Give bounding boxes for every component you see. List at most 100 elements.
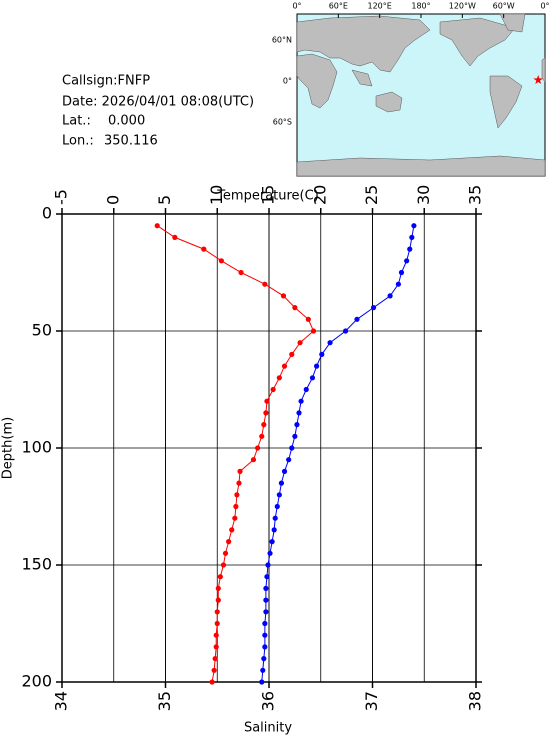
profile-line xyxy=(261,225,415,683)
map-lon-label: 0° xyxy=(540,2,549,11)
profile-point xyxy=(270,386,276,393)
y-tick-label: 150 xyxy=(21,555,52,574)
profile-point xyxy=(264,398,270,404)
map-lat-label: 60°N xyxy=(272,36,292,45)
profile-point xyxy=(232,515,238,521)
x2-tick-label: 30 xyxy=(414,185,433,205)
profile-point xyxy=(274,503,280,510)
profile-point xyxy=(263,585,269,592)
profile-point xyxy=(303,386,309,393)
x2-tick-label: 35 xyxy=(466,185,485,205)
x-tick-label: 35 xyxy=(155,691,174,711)
x2-tick-label: 0 xyxy=(103,195,122,205)
y-tick-label: 50 xyxy=(32,321,52,340)
profile-point xyxy=(310,328,317,334)
map-lat-label: 60°S xyxy=(273,118,292,127)
profile-point xyxy=(271,527,277,533)
profile-point xyxy=(259,433,265,439)
profile-point xyxy=(297,340,303,346)
map-lat-label: 0° xyxy=(283,77,292,86)
x2-tick-label: -5 xyxy=(52,189,71,205)
date: Date: 2026/04/01 08:08(UTC) xyxy=(62,95,254,110)
profile-point xyxy=(407,246,413,252)
x2-tick-label: 10 xyxy=(207,185,226,205)
profile-point xyxy=(354,316,360,322)
profile-point xyxy=(229,527,235,533)
map-lon-label: 120°W xyxy=(449,2,476,11)
profile-point xyxy=(259,679,265,685)
map-lon-label: 180° xyxy=(411,2,430,11)
profile-point xyxy=(218,258,224,264)
profile-point xyxy=(220,562,227,568)
profile-point xyxy=(398,269,405,276)
profile-point xyxy=(319,351,325,357)
map-lon-label: 60°E xyxy=(329,2,348,11)
profile-point xyxy=(201,246,207,252)
profile-point xyxy=(262,281,268,287)
profile-point xyxy=(215,585,221,592)
profile-point xyxy=(286,457,292,463)
y-axis-title: Depth(m) xyxy=(1,417,16,479)
profile-point xyxy=(305,316,311,322)
profile-point xyxy=(263,597,269,603)
profile-point xyxy=(238,269,244,276)
lon-value: 350.116 xyxy=(104,134,158,149)
profile-point xyxy=(237,468,243,474)
x2-tick-label: 5 xyxy=(155,195,174,205)
profile-point xyxy=(309,375,316,381)
profile-point xyxy=(263,609,269,615)
profile-point xyxy=(234,492,240,498)
profile-point xyxy=(236,480,242,486)
profile-point xyxy=(404,258,410,264)
profile-point xyxy=(261,656,267,662)
x-axis-title: Salinity xyxy=(244,721,292,736)
profile-point xyxy=(314,363,320,369)
profile-point xyxy=(289,351,295,357)
profile-point xyxy=(222,550,229,556)
profile-point xyxy=(154,223,160,229)
profile-point xyxy=(267,550,273,556)
x2-tick-label: 20 xyxy=(310,185,329,205)
profile-point xyxy=(214,620,220,627)
profile-point xyxy=(409,234,415,240)
profile-point xyxy=(172,234,178,240)
x-tick-label: 36 xyxy=(259,691,278,711)
profile-point xyxy=(278,480,285,486)
profile-point xyxy=(265,562,271,568)
map-lon-label: 60°W xyxy=(493,2,515,11)
world-map: 0° 60°E 120°E 180° 120°W 60°W 0° 60°N 0° 60°S xyxy=(272,2,550,177)
y-tick-label: 0 xyxy=(42,204,52,223)
x2-tick-label: 25 xyxy=(362,185,381,205)
profile-point xyxy=(342,328,349,334)
profile-point xyxy=(250,457,257,463)
profile-point xyxy=(269,539,275,545)
profile-point xyxy=(262,620,268,627)
profile-point xyxy=(212,656,218,662)
profile-point xyxy=(289,445,295,451)
land xyxy=(296,13,546,177)
x2-tick-label: 15 xyxy=(259,185,278,205)
y-tick-label: 200 xyxy=(21,672,52,691)
profile-point xyxy=(215,597,221,603)
profile-point xyxy=(264,574,270,580)
station-marker xyxy=(533,75,543,84)
profile-point xyxy=(327,340,333,346)
x2-axis-title: Temperature(C) xyxy=(216,189,319,204)
profile-point xyxy=(276,492,282,498)
profile-point xyxy=(276,375,282,381)
profile-point xyxy=(260,667,266,673)
profile-point xyxy=(296,410,302,416)
profile-point xyxy=(395,281,401,287)
x-tick-label: 34 xyxy=(52,691,71,711)
profile-point xyxy=(298,398,304,404)
profile-point xyxy=(272,515,278,521)
callsign: Callsign:FNFP xyxy=(62,74,150,89)
map-lon-label: 120°E xyxy=(368,2,392,11)
profile-point xyxy=(263,410,269,416)
profile-point xyxy=(280,293,287,299)
profile-point xyxy=(387,293,393,299)
profile-point xyxy=(217,574,223,580)
x-tick-label: 38 xyxy=(466,691,485,711)
profile-point xyxy=(233,503,239,510)
